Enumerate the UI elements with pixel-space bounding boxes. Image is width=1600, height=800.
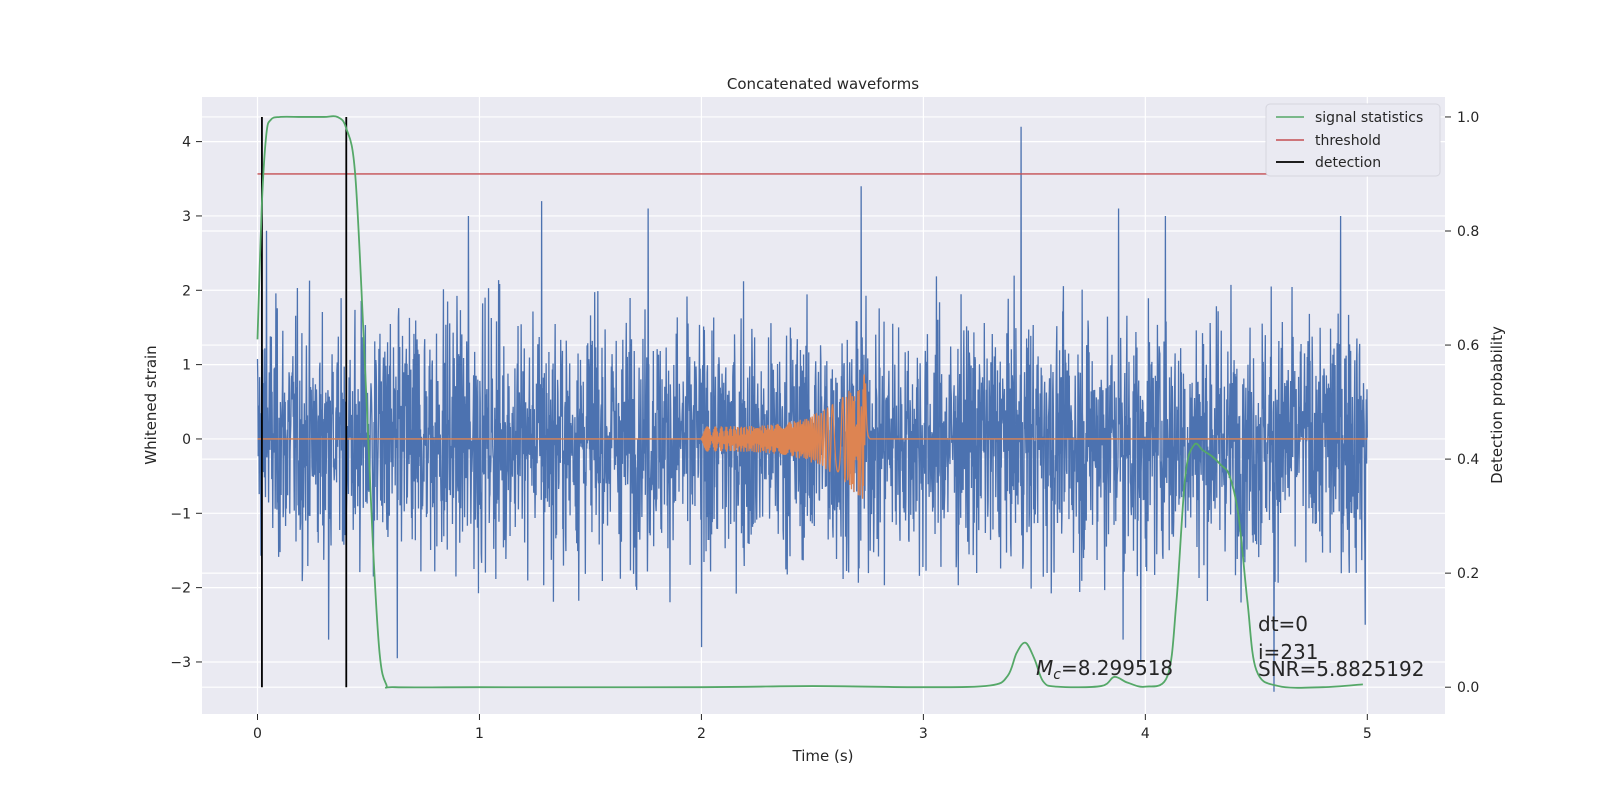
annotation-dt: dt=0 (1258, 612, 1308, 636)
left-tick-label-5: 2 (182, 283, 191, 299)
right-tick-label-1: 0.2 (1457, 566, 1479, 582)
signal-statistics-line (256, 115, 1363, 689)
signal-statistics-series (256, 115, 1363, 689)
left-tick-label-3: 0 (182, 432, 191, 448)
legend-label-threshold: threshold (1315, 133, 1381, 149)
annotation-mc-subscript: c (1053, 667, 1061, 683)
left-tick-label-7: 4 (182, 135, 191, 151)
right-tick-label-0: 0.0 (1457, 680, 1479, 696)
svg-text:Mc=8.299518: Mc=8.299518 (1036, 656, 1173, 683)
left-axis-label: Whitened strain (142, 345, 160, 464)
x-axis-label: Time (s) (792, 747, 854, 765)
right-tick-label-2: 0.4 (1457, 452, 1479, 468)
annotation-index: i=231 (1258, 640, 1319, 664)
annotation-mc-value: =8.299518 (1061, 656, 1173, 680)
x-tick-label-3: 3 (919, 726, 928, 742)
legend-box (1265, 103, 1441, 177)
right-tick-label-4: 0.8 (1457, 224, 1479, 240)
template-series (257, 374, 1368, 499)
right-axis-label: Detection probability (1488, 326, 1506, 484)
x-tick-label-4: 4 (1141, 726, 1150, 742)
annotation-snr: SNR=5.8825192 (1258, 657, 1424, 681)
left-tick-label-0: −3 (170, 655, 191, 671)
legend: signal statistics threshold detection (1265, 103, 1441, 177)
template-line (257, 374, 1368, 499)
x-tick-label-0: 0 (253, 726, 262, 742)
annotation-mc-prefix: M (1036, 656, 1053, 680)
chart-title: Concatenated waveforms (727, 75, 919, 93)
left-axis-ticks: −3 −2 −1 0 1 2 3 4 (170, 135, 202, 671)
x-tick-label-1: 1 (475, 726, 484, 742)
right-tick-label-5: 1.0 (1457, 110, 1479, 126)
annotation-chirp-mass: Mc=8.299518 (1036, 656, 1173, 683)
left-tick-label-6: 3 (182, 209, 191, 225)
legend-label-signal-statistics: signal statistics (1315, 110, 1423, 126)
x-tick-label-2: 2 (697, 726, 706, 742)
left-tick-label-4: 1 (182, 358, 191, 374)
x-tick-label-5: 5 (1363, 726, 1372, 742)
legend-label-detection: detection (1315, 155, 1381, 171)
x-axis-ticks: 0 1 2 3 4 5 (253, 714, 1372, 742)
left-tick-label-1: −2 (170, 581, 191, 597)
right-tick-label-3: 0.6 (1457, 338, 1479, 354)
left-tick-label-2: −1 (170, 506, 191, 522)
strain-noise-series (256, 126, 1368, 692)
right-axis-ticks: 0.0 0.2 0.4 0.6 0.8 1.0 (1445, 110, 1479, 696)
strain-noise-line (256, 126, 1368, 692)
